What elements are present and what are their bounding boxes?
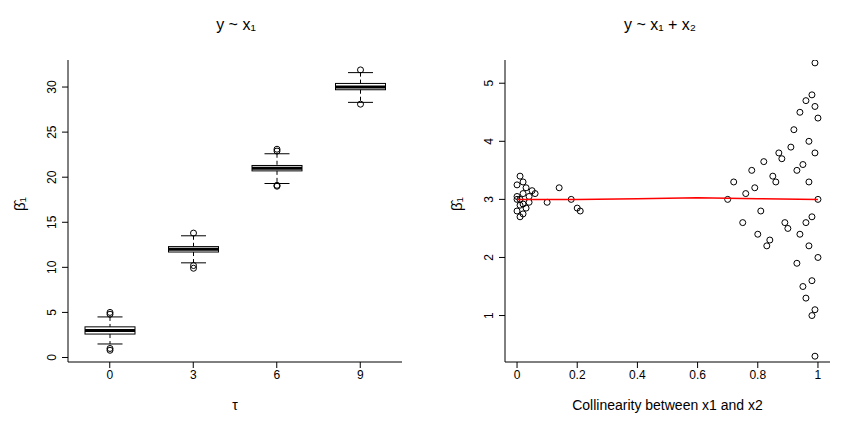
svg-text:3: 3 (190, 368, 197, 382)
svg-text:0: 0 (514, 368, 521, 382)
html-text:y ~ x₁: y ~ x₁ (216, 16, 256, 33)
svg-text:15: 15 (45, 215, 59, 229)
svg-text:2: 2 (482, 254, 496, 261)
svg-text:5: 5 (482, 80, 496, 87)
svg-text:1: 1 (815, 368, 822, 382)
svg-text:0.8: 0.8 (749, 368, 766, 382)
svg-text:τ: τ (232, 397, 238, 413)
svg-text:5: 5 (45, 309, 59, 316)
svg-text:0.4: 0.4 (629, 368, 646, 382)
svg-text:0.2: 0.2 (569, 368, 586, 382)
svg-text:6: 6 (273, 368, 280, 382)
svg-text:20: 20 (45, 170, 59, 184)
svg-text:25: 25 (45, 125, 59, 139)
svg-text:β̂₁: β̂₁ (448, 197, 465, 211)
svg-text:30: 30 (45, 80, 59, 94)
svg-text:0: 0 (106, 368, 113, 382)
svg-text:9: 9 (357, 368, 364, 382)
svg-text:3: 3 (482, 196, 496, 203)
svg-text:1: 1 (482, 312, 496, 319)
svg-text:0: 0 (45, 354, 59, 361)
svg-text:0.6: 0.6 (689, 368, 706, 382)
svg-text:10: 10 (45, 260, 59, 274)
svg-text:4: 4 (482, 138, 496, 145)
svg-text:Collinearity between x1 and x2: Collinearity between x1 and x2 (572, 397, 763, 413)
svg-text:β̂₁: β̂₁ (11, 197, 28, 211)
html-text:y ~ x₁ + x₂: y ~ x₁ + x₂ (624, 16, 696, 33)
